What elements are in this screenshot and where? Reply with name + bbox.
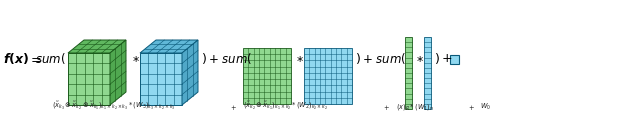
Text: $+\ \mathit{sum}($: $+\ \mathit{sum}($ (362, 51, 406, 66)
Polygon shape (182, 40, 198, 105)
Polygon shape (68, 53, 110, 105)
Text: $(x)_R * (W_1)_n$: $(x)_R * (W_1)_n$ (396, 102, 434, 112)
Text: $)$: $)$ (201, 51, 207, 66)
Polygon shape (243, 48, 291, 104)
Text: $*$: $*$ (296, 53, 304, 66)
Text: $\mathit{sum}($: $\mathit{sum}($ (35, 51, 66, 66)
Text: $W_0$: $W_0$ (480, 102, 491, 112)
Text: $+$: $+$ (441, 53, 452, 66)
Polygon shape (110, 40, 126, 105)
Polygon shape (68, 40, 126, 53)
Text: $=$: $=$ (28, 53, 42, 66)
Polygon shape (424, 37, 431, 109)
Text: $(\tilde{x}_{k_2} \otimes \tilde{x}_{k_1})_{k_1 \times k_2} * (W_2)_{k_2 \times : $(\tilde{x}_{k_2} \otimes \tilde{x}_{k_1… (243, 100, 328, 112)
Text: $+$: $+$ (383, 103, 390, 112)
Polygon shape (405, 37, 412, 109)
Polygon shape (140, 53, 182, 105)
Text: $\boldsymbol{f(x)}$: $\boldsymbol{f(x)}$ (3, 51, 29, 66)
Text: $*$: $*$ (416, 53, 424, 66)
Polygon shape (140, 40, 198, 53)
Text: $+$: $+$ (230, 103, 237, 112)
Text: $+\ \mathit{sum}($: $+\ \mathit{sum}($ (208, 51, 252, 66)
Bar (450, 55, 459, 64)
Text: $)$: $)$ (355, 51, 361, 66)
Text: $(\tilde{x}_{k_3} \otimes \tilde{x}_{k_2} \otimes \tilde{x}_{k_1})_{k_1 \times k: $(\tilde{x}_{k_3} \otimes \tilde{x}_{k_2… (52, 100, 175, 112)
Text: $*$: $*$ (132, 53, 140, 66)
Text: $)$: $)$ (434, 51, 440, 66)
Text: $+$: $+$ (468, 103, 475, 112)
Polygon shape (304, 48, 352, 104)
